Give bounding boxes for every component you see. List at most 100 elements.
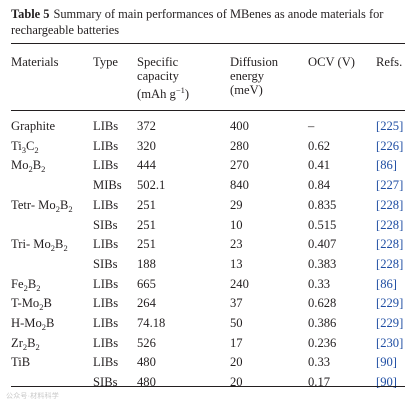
cell-capacity: 665 [137, 277, 156, 291]
cell-capacity: 480 [137, 375, 156, 389]
cell-type: LIBs [93, 296, 119, 310]
cell-ocv: 0.383 [308, 257, 337, 271]
cell-ref[interactable]: [225] [376, 119, 404, 133]
table-caption: Table 5 Summary of main performances of M… [11, 6, 407, 38]
cell-capacity: 444 [137, 158, 156, 172]
cell-capacity: 188 [137, 257, 156, 271]
cell-diffusion-energy: 29 [230, 198, 243, 212]
cell-capacity: 251 [137, 218, 156, 232]
cell-material: Zr2B2 [11, 336, 40, 352]
cell-material: Fe2B2 [11, 277, 41, 293]
cell-ocv: 0.62 [308, 139, 331, 153]
cell-ocv: 0.17 [308, 375, 331, 389]
cell-ocv: – [308, 119, 315, 133]
cell-material: Ti3C2 [11, 139, 39, 155]
cell-ocv: 0.33 [308, 277, 331, 291]
cell-capacity: 251 [137, 237, 156, 251]
cell-type: LIBs [93, 119, 119, 133]
cell-capacity: 502.1 [137, 178, 166, 192]
cell-material: Tetr- Mo2B2 [11, 198, 73, 214]
cell-ref[interactable]: [228] [376, 198, 404, 212]
cell-capacity: 480 [137, 355, 156, 369]
cell-ref[interactable]: [228] [376, 237, 404, 251]
cell-diffusion-energy: 240 [230, 277, 249, 291]
table-top-rule [11, 43, 405, 44]
header-specific-capacity: Specific capacity (mAh g−1) [137, 55, 189, 101]
header-type: Type [93, 55, 118, 69]
cell-type: LIBs [93, 198, 119, 212]
cell-capacity: 320 [137, 139, 156, 153]
cell-diffusion-energy: 280 [230, 139, 249, 153]
cell-diffusion-energy: 270 [230, 158, 249, 172]
table-caption-label: Table 5 [11, 7, 50, 21]
cell-ref[interactable]: [229] [376, 296, 404, 310]
cell-diffusion-energy: 37 [230, 296, 243, 310]
cell-ref[interactable]: [230] [376, 336, 404, 350]
cell-material: Mo2B2 [11, 158, 46, 174]
cell-type: SIBs [93, 375, 118, 389]
cell-ocv: 0.515 [308, 218, 337, 232]
cell-ref[interactable]: [86] [376, 158, 397, 172]
cell-type: MIBs [93, 178, 122, 192]
cell-ocv: 0.236 [308, 336, 337, 350]
cell-ocv: 0.407 [308, 237, 337, 251]
cell-type: LIBs [93, 355, 119, 369]
cell-type: LIBs [93, 277, 119, 291]
cell-diffusion-energy: 13 [230, 257, 243, 271]
header-capacity-exponent: −1 [175, 85, 185, 95]
header-diffusion-line2: energy [230, 69, 265, 83]
cell-type: SIBs [93, 257, 118, 271]
header-diffusion-energy: Diffusion energy (meV) [230, 55, 278, 97]
cell-capacity: 251 [137, 198, 156, 212]
cell-capacity: 526 [137, 336, 156, 350]
cell-ocv: 0.628 [308, 296, 337, 310]
table-header-rule [11, 110, 405, 111]
header-capacity-line1: Specific [137, 55, 179, 69]
cell-ref[interactable]: [86] [376, 277, 397, 291]
cell-ocv: 0.835 [308, 198, 337, 212]
cell-material: Graphite [11, 119, 56, 133]
cell-diffusion-energy: 23 [230, 237, 243, 251]
cell-ref[interactable]: [90] [376, 355, 397, 369]
cell-ocv: 0.41 [308, 158, 331, 172]
header-capacity-line2: capacity [137, 69, 179, 83]
cell-type: SIBs [93, 218, 118, 232]
cell-ref[interactable]: [90] [376, 375, 397, 389]
cell-material: H-Mo2B [11, 316, 55, 332]
table-caption-text: Summary of main performances of MBenes a… [11, 7, 384, 37]
header-refs: Refs. [376, 55, 403, 69]
cell-ocv: 0.33 [308, 355, 331, 369]
cell-type: LIBs [93, 336, 119, 350]
cell-diffusion-energy: 50 [230, 316, 243, 330]
watermark: 公众号·材料科学 [6, 393, 59, 400]
header-capacity-unit: (mAh g [137, 87, 176, 102]
cell-ref[interactable]: [228] [376, 218, 404, 232]
cell-material: TiB [11, 355, 31, 369]
cell-material: Tri- Mo2B2 [11, 237, 68, 253]
header-diffusion-line3: (meV) [230, 83, 263, 97]
header-materials: Materials [11, 55, 59, 69]
cell-ref[interactable]: [228] [376, 257, 404, 271]
header-ocv: OCV (V) [308, 55, 355, 69]
cell-diffusion-energy: 17 [230, 336, 243, 350]
cell-diffusion-energy: 10 [230, 218, 243, 232]
cell-capacity: 372 [137, 119, 156, 133]
header-capacity-line3: (mAh g−1) [137, 83, 189, 101]
header-capacity-unit-close: ) [184, 87, 190, 102]
cell-ref[interactable]: [229] [376, 316, 404, 330]
table-bottom-rule [11, 386, 405, 387]
cell-material: T-Mo2B [11, 296, 52, 312]
cell-ref[interactable]: [227] [376, 178, 404, 192]
cell-diffusion-energy: 20 [230, 355, 243, 369]
cell-type: LIBs [93, 316, 119, 330]
cell-diffusion-energy: 400 [230, 119, 249, 133]
cell-type: LIBs [93, 237, 119, 251]
cell-type: LIBs [93, 139, 119, 153]
cell-ocv: 0.386 [308, 316, 337, 330]
cell-capacity: 264 [137, 296, 156, 310]
cell-capacity: 74.18 [137, 316, 166, 330]
cell-ref[interactable]: [226] [376, 139, 404, 153]
cell-diffusion-energy: 20 [230, 375, 243, 389]
cell-type: LIBs [93, 158, 119, 172]
cell-ocv: 0.84 [308, 178, 331, 192]
